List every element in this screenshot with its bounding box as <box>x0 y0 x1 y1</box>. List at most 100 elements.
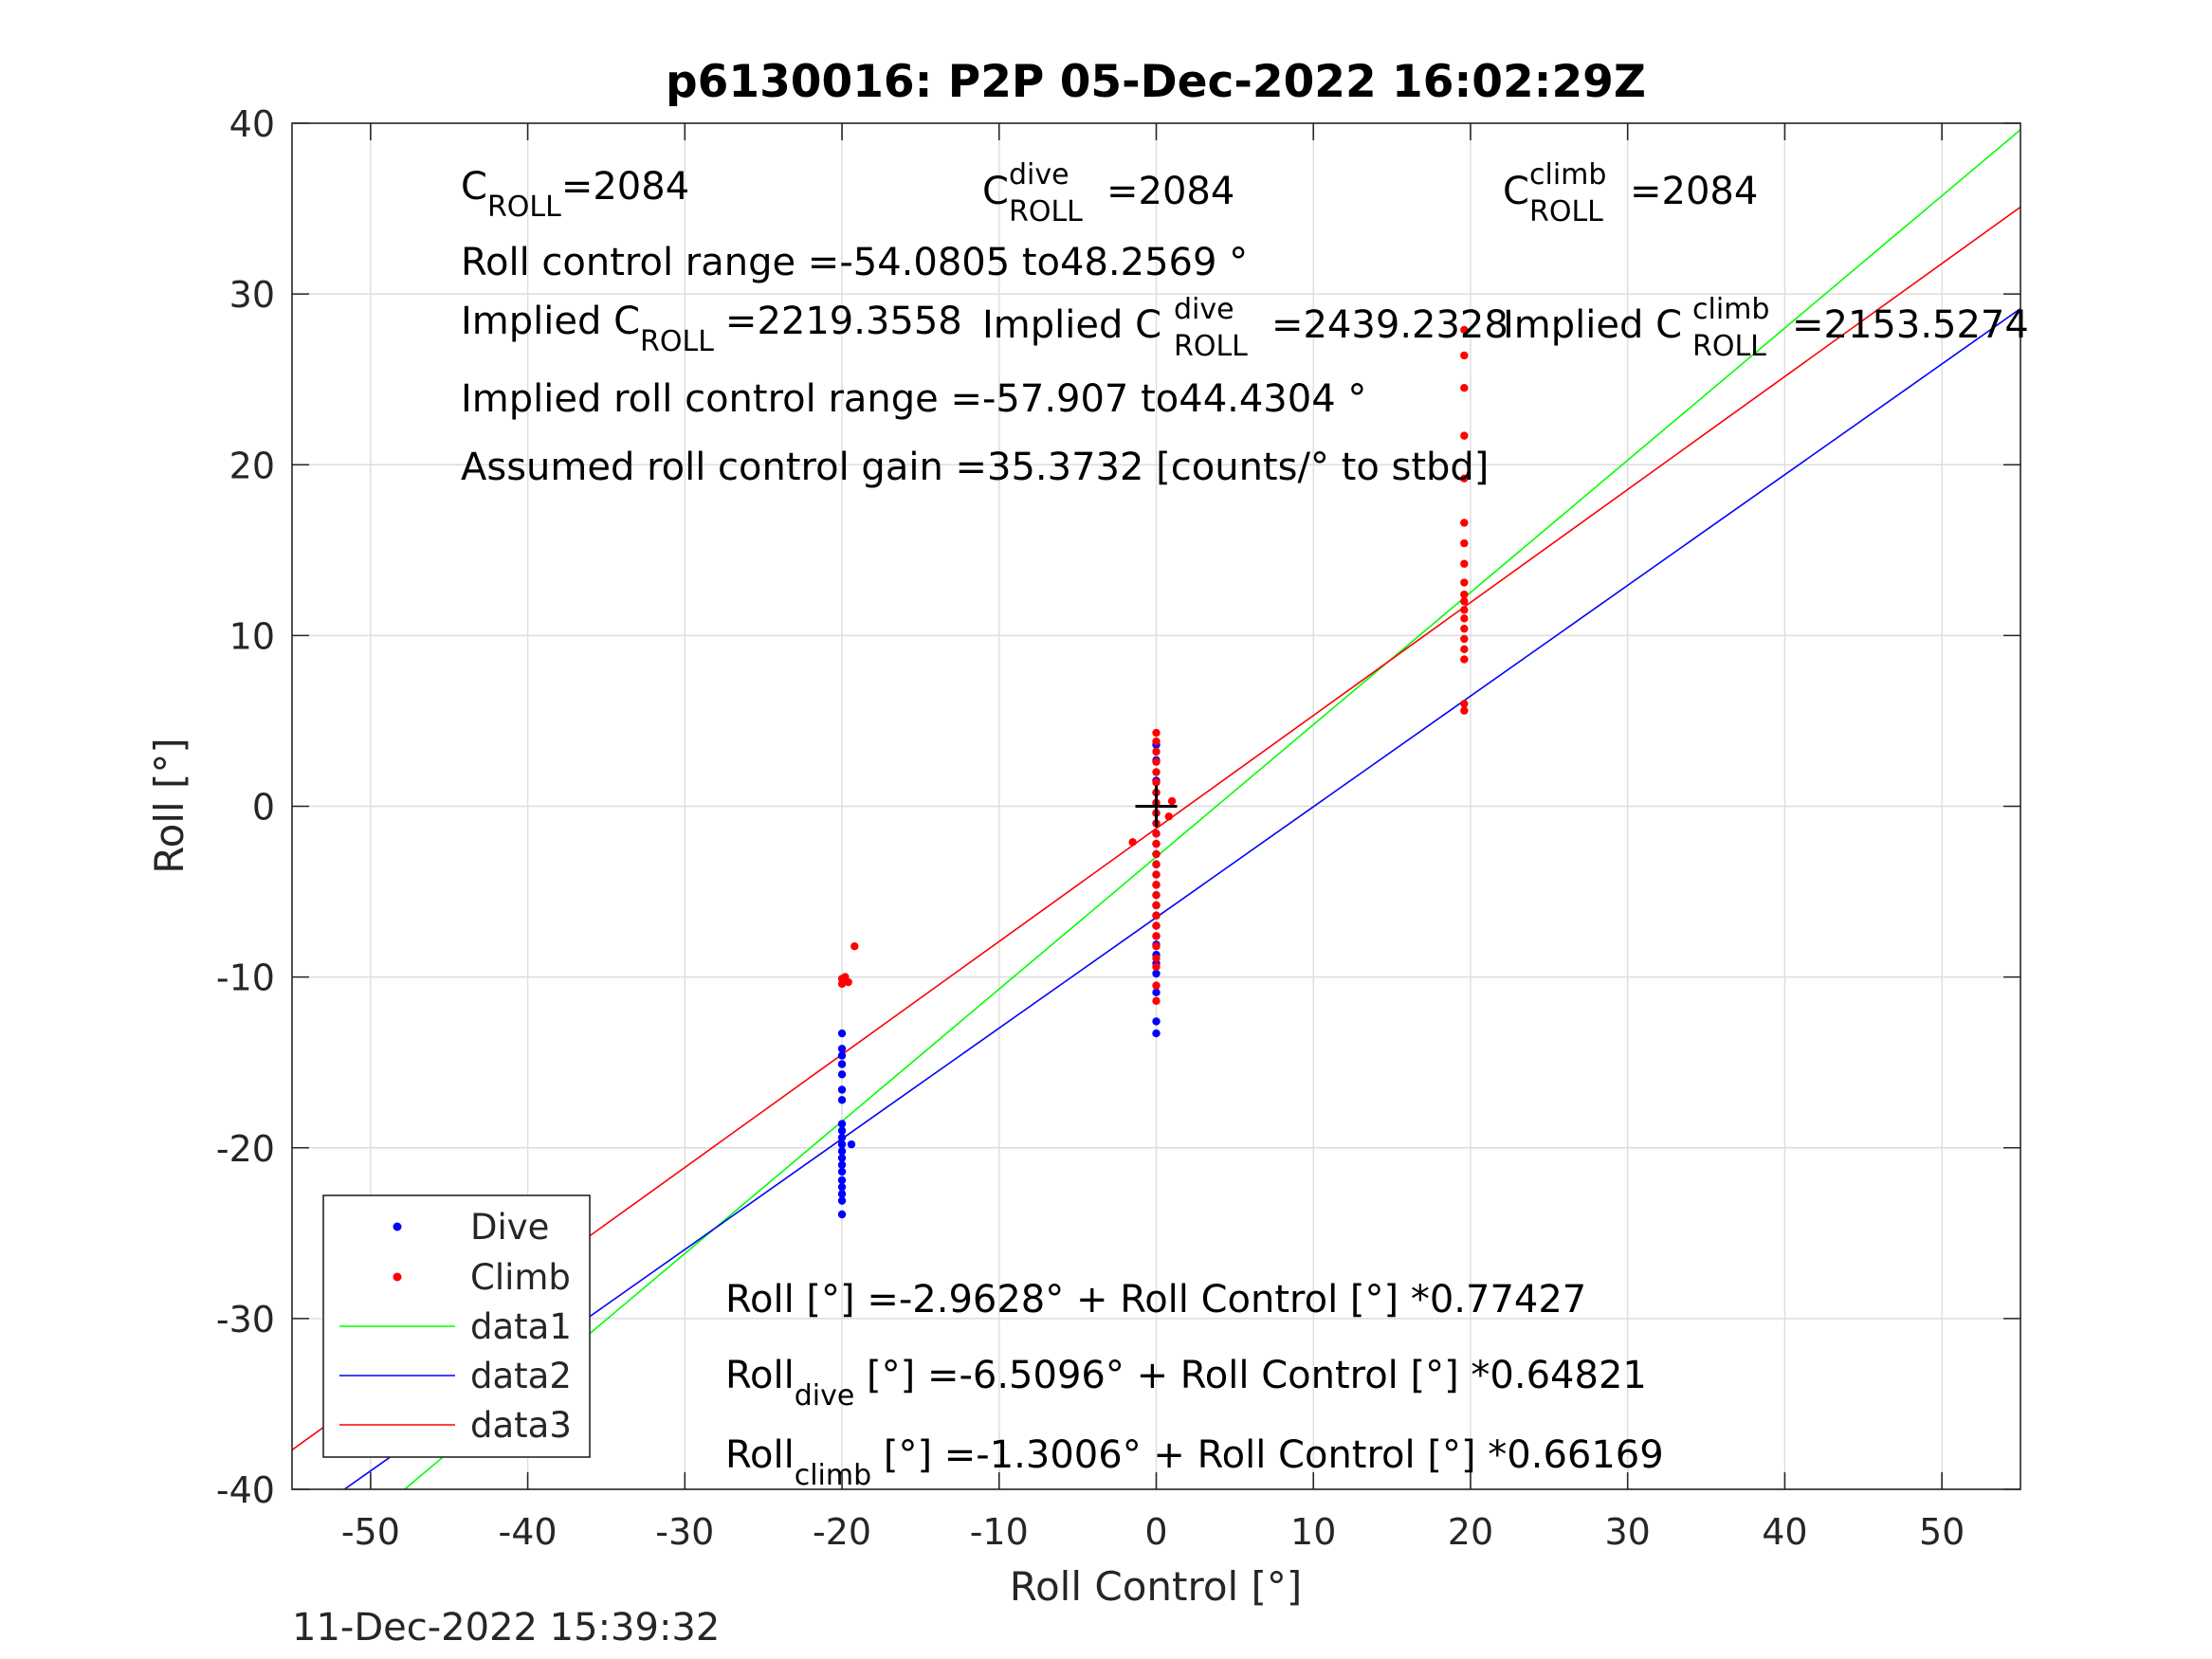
svg-text:=2153.5274: =2153.5274 <box>1792 303 2029 347</box>
svg-text:Implied C: Implied C <box>982 303 1161 347</box>
climb-point <box>1460 325 1469 335</box>
y-tick-label: -20 <box>216 1128 275 1170</box>
y-tick-label: 30 <box>229 274 275 316</box>
plot-frame <box>291 122 2021 1490</box>
dive-point <box>1152 969 1161 978</box>
x-tick-label: 40 <box>1762 1511 1807 1553</box>
legend: Dive Climb data1 data2 data3 <box>322 1194 591 1458</box>
climb-point <box>1152 757 1161 766</box>
legend-climb-marker <box>393 1272 402 1282</box>
climb-point <box>1460 519 1469 527</box>
x-tick-label: -30 <box>655 1511 714 1553</box>
climb-point <box>1128 838 1137 847</box>
dive-point <box>837 1196 847 1205</box>
y-tick-label: 40 <box>229 103 275 145</box>
climb-point <box>1152 890 1161 900</box>
dive-point <box>837 1070 847 1079</box>
legend-data1-label: data1 <box>470 1306 572 1347</box>
chart-title: p6130016: P2P 05-Dec-2022 16:02:29Z <box>666 56 1646 108</box>
y-tick-label: 10 <box>229 615 275 657</box>
x-tick-label: 50 <box>1919 1511 1965 1553</box>
climb-point <box>1460 655 1469 664</box>
dive-point <box>837 1060 847 1068</box>
legend-climb-label: Climb <box>470 1257 571 1298</box>
climb-point <box>1152 728 1161 738</box>
climb-point <box>1152 870 1161 879</box>
dive-point <box>837 1120 847 1128</box>
dive-point <box>837 1045 847 1053</box>
y-tick-label: -10 <box>216 957 275 999</box>
dive-point <box>837 1160 847 1169</box>
x-tick-label: -50 <box>341 1511 400 1553</box>
legend-dive-label: Dive <box>470 1207 549 1248</box>
climb-point <box>1460 606 1469 614</box>
svg-text:ROLL: ROLL <box>1692 330 1766 363</box>
climb-point <box>1460 590 1469 599</box>
svg-text:ROLL: ROLL <box>1174 330 1248 363</box>
svg-text:C: C <box>982 170 1009 213</box>
climb-point <box>1152 860 1161 868</box>
roll-control-range-annotation: Roll control range =-54.0805 to48.2569 ° <box>461 241 1248 284</box>
x-tick-label: -40 <box>499 1511 558 1553</box>
climb-point <box>1460 706 1469 715</box>
x-axis-label: Roll Control [°] <box>1010 1563 1303 1610</box>
c-roll-climb-annotation: C climb ROLL =2084 <box>1503 158 1758 228</box>
implied-range-annotation: Implied roll control range =-57.907 to44… <box>461 377 1366 421</box>
svg-text:ROLL: ROLL <box>1009 195 1083 228</box>
climb-point <box>1152 901 1161 910</box>
dive-point <box>837 1182 847 1192</box>
climb-point <box>1152 849 1161 859</box>
fit-dive-annotation: Rolldive [°] =-6.5096° + Roll Control [°… <box>725 1354 1647 1413</box>
dive-point <box>837 1147 847 1156</box>
svg-text:climb: climb <box>1529 158 1606 191</box>
y-axis-label: Roll [°] <box>146 738 192 873</box>
dive-point <box>837 1096 847 1104</box>
climb-point <box>1460 383 1469 392</box>
climb-point <box>1152 954 1161 963</box>
legend-data3-label: data3 <box>470 1405 572 1446</box>
climb-point <box>1460 700 1469 708</box>
climb-point <box>1152 942 1161 951</box>
dive-point <box>1152 1017 1161 1026</box>
svg-text:=2439.2328: =2439.2328 <box>1271 303 1508 347</box>
svg-text:ROLL: ROLL <box>1529 195 1603 228</box>
climb-point <box>1152 830 1161 838</box>
x-tick-label: 10 <box>1290 1511 1336 1553</box>
climb-point <box>1460 431 1469 440</box>
climb-point <box>1152 737 1161 746</box>
climb-point <box>1152 747 1161 757</box>
svg-text:=2084: =2084 <box>1106 170 1234 213</box>
x-tick-label: 20 <box>1448 1511 1493 1553</box>
annotations: CROLL=2084 C dive ROLL =2084 C climb ROL… <box>461 158 2029 1492</box>
svg-text:=2084: =2084 <box>1630 170 1758 213</box>
climb-point <box>850 942 859 951</box>
climb-point <box>1152 778 1161 787</box>
implied-c-roll-dive-annotation: Implied C dive ROLL =2439.2328 <box>982 293 1508 363</box>
tick-labels: -50 -40 -30 -20 -10 0 10 20 30 40 50 -40 -30 -20 -10 0 1… <box>216 103 1965 1553</box>
svg-text:climb: climb <box>1692 293 1769 326</box>
climb-point <box>1460 597 1469 606</box>
dive-point <box>837 1176 847 1185</box>
x-tick-label: 30 <box>1605 1511 1651 1553</box>
svg-text:dive: dive <box>1009 158 1069 191</box>
dive-point <box>837 1029 847 1038</box>
climb-point <box>1460 351 1469 360</box>
climb-point <box>1152 911 1161 920</box>
x-tick-label: 0 <box>1144 1511 1167 1553</box>
dive-point <box>837 1167 847 1176</box>
y-tick-label: 20 <box>229 445 275 486</box>
climb-point <box>1460 538 1469 548</box>
legend-dive-marker <box>393 1222 402 1231</box>
svg-text:C: C <box>1503 170 1529 213</box>
svg-text:dive: dive <box>1174 293 1234 326</box>
dive-point <box>837 1133 847 1142</box>
climb-point <box>1152 881 1161 889</box>
c-roll-annotation: CROLL=2084 <box>461 165 689 224</box>
dive-point <box>847 1139 856 1149</box>
climb-point <box>1152 921 1161 930</box>
dive-point <box>837 1085 847 1094</box>
series-climb <box>837 325 1469 1006</box>
dive-point <box>837 1190 847 1198</box>
dive-point <box>837 1154 847 1162</box>
